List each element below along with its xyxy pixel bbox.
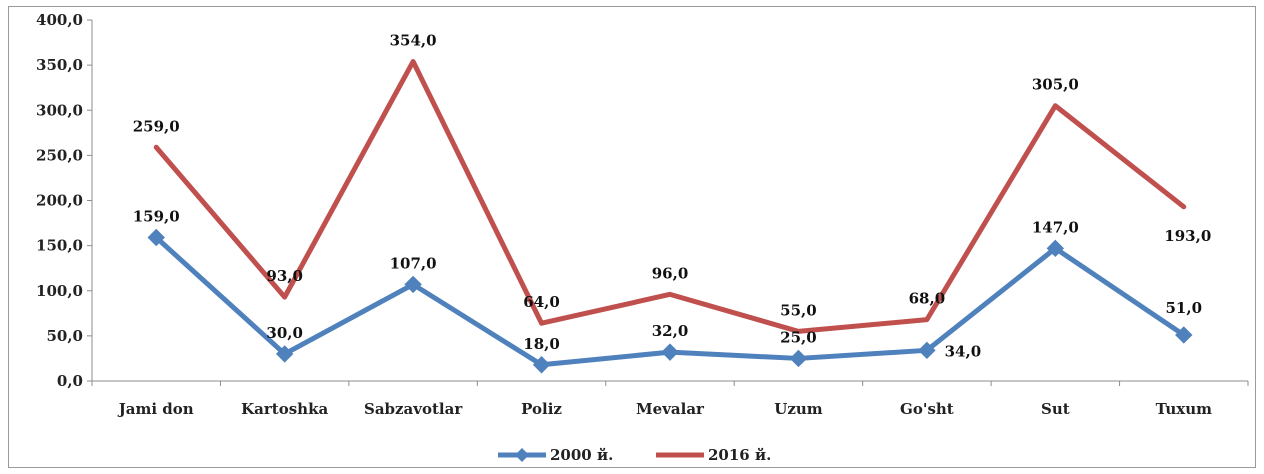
- legend-label: 2016 й.: [708, 446, 771, 464]
- y-tick-label: 250,0: [36, 146, 83, 164]
- data-point-marker: [661, 343, 679, 361]
- x-category-label: Uzum: [774, 400, 823, 418]
- y-tick-label: 150,0: [36, 237, 83, 255]
- x-category-label: Sabzavotlar: [364, 400, 463, 418]
- data-label: 147,0: [1032, 218, 1079, 236]
- data-point-marker: [532, 356, 551, 374]
- data-label: 159,0: [133, 208, 180, 226]
- x-category-label: Mevalar: [636, 400, 705, 418]
- data-label: 34,0: [945, 342, 982, 360]
- data-label: 32,0: [652, 322, 689, 340]
- data-label: 107,0: [390, 254, 437, 272]
- data-point-marker: [1175, 326, 1193, 344]
- x-category-label: Kartoshka: [241, 400, 328, 418]
- legend-swatch-marker: [515, 448, 529, 462]
- x-category-label: Jami don: [117, 400, 194, 418]
- data-label: 25,0: [780, 328, 817, 346]
- x-category-label: Tuxum: [1156, 400, 1213, 418]
- data-label: 193,0: [1164, 227, 1211, 245]
- y-tick-label: 0,0: [57, 372, 83, 390]
- data-label: 30,0: [266, 324, 303, 342]
- data-label: 354,0: [390, 32, 437, 50]
- y-tick-label: 50,0: [46, 327, 83, 345]
- data-label: 18,0: [523, 335, 560, 353]
- data-point-marker: [1046, 239, 1065, 258]
- chart-frame: [8, 6, 1256, 468]
- data-label: 259,0: [133, 117, 180, 135]
- series-line-1: [153, 59, 1187, 334]
- x-category-label: Poliz: [521, 400, 562, 418]
- y-tick-label: 300,0: [36, 101, 83, 119]
- data-label: 96,0: [652, 264, 689, 282]
- data-point-marker: [147, 228, 165, 247]
- data-label: 305,0: [1032, 76, 1079, 94]
- x-category-label: Go'sht: [900, 400, 954, 418]
- y-tick-label: 350,0: [36, 56, 83, 74]
- y-tick-label: 400,0: [36, 11, 83, 29]
- data-point-marker: [404, 275, 422, 294]
- y-tick-label: 100,0: [36, 282, 83, 300]
- data-point-marker: [789, 349, 808, 368]
- legend-label: 2000 й.: [550, 446, 613, 464]
- y-tick-label: 200,0: [36, 192, 83, 210]
- data-point-marker: [918, 341, 936, 360]
- data-label: 93,0: [266, 267, 303, 285]
- x-category-label: Sut: [1041, 400, 1070, 418]
- data-point-marker: [275, 345, 294, 363]
- data-label: 64,0: [523, 293, 560, 311]
- data-label: 55,0: [780, 301, 817, 319]
- data-label: 68,0: [909, 290, 946, 308]
- data-label: 51,0: [1166, 299, 1203, 317]
